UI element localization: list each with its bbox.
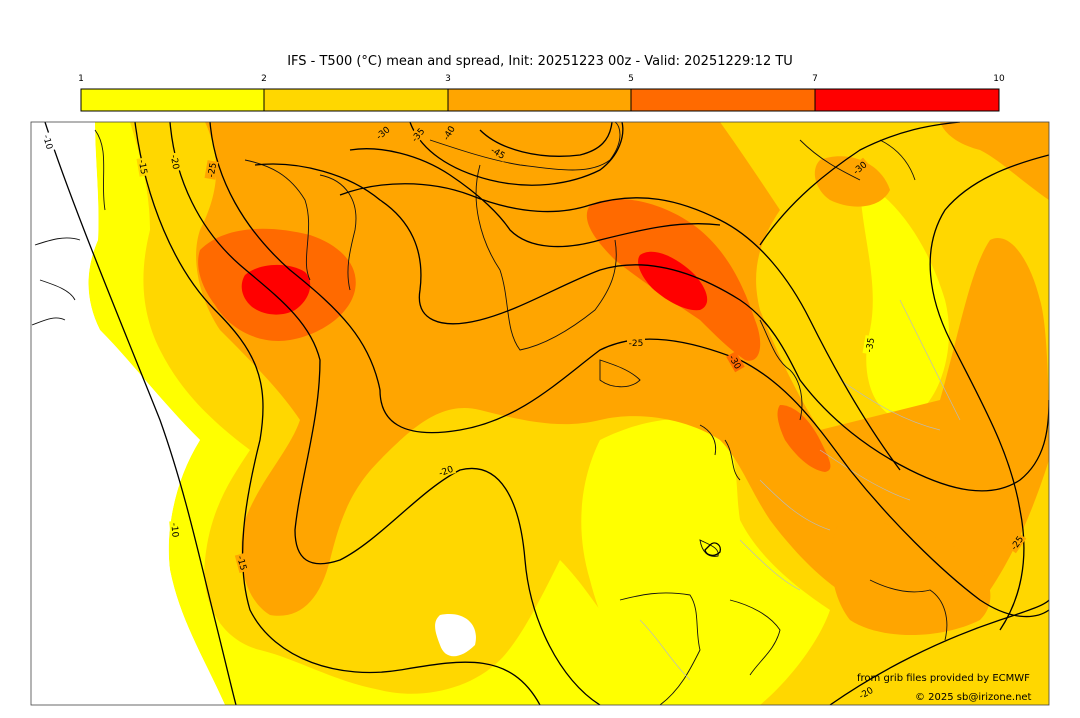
svg-text:-15: -15 bbox=[136, 159, 148, 175]
no-spread-area bbox=[435, 614, 476, 657]
colorbar-tick-label: 10 bbox=[993, 74, 1005, 84]
contour-label: -25 bbox=[627, 337, 645, 349]
colorbar-segment bbox=[630, 88, 816, 112]
coastlines bbox=[31, 122, 948, 705]
spread-band-7-10 bbox=[241, 264, 311, 315]
spread-band-1-2 bbox=[581, 419, 830, 705]
copyright-credit: © 2025 sb@irizone.net bbox=[915, 692, 1032, 703]
spread-band-3-5 bbox=[940, 122, 1049, 200]
colorbar-segment bbox=[263, 88, 449, 112]
colorbar-tick-label: 5 bbox=[628, 74, 634, 84]
contour-label: -10 bbox=[40, 131, 57, 152]
contour-label: -20 bbox=[168, 152, 183, 172]
data-source-credit: from grib files provided by ECMWF bbox=[857, 673, 1030, 684]
colorbar-tick-label: 7 bbox=[812, 74, 818, 84]
svg-text:-10: -10 bbox=[40, 134, 54, 151]
spread-band-3-5 bbox=[196, 122, 1049, 616]
colorbar: 1 2 3 5 7 10 bbox=[78, 74, 1005, 112]
contour-label: -15 bbox=[234, 552, 251, 573]
svg-text:-20: -20 bbox=[168, 154, 180, 170]
colorbar-tick-label: 2 bbox=[261, 74, 267, 84]
contour-label: -25 bbox=[204, 160, 219, 180]
contour-label: -20 bbox=[435, 462, 457, 480]
svg-text:-20: -20 bbox=[438, 465, 455, 480]
colorbar-segment bbox=[814, 88, 1000, 112]
contour-label: -35 bbox=[862, 335, 877, 355]
svg-text:-25: -25 bbox=[629, 339, 644, 349]
country-borders bbox=[639, 299, 961, 681]
map-title: IFS - T500 (°C) mean and spread, Init: 2… bbox=[287, 54, 793, 69]
contour-label: -10 bbox=[168, 520, 182, 540]
map-border bbox=[30, 121, 1050, 706]
colorbar-tick-label: 1 bbox=[78, 74, 84, 84]
svg-text:-25: -25 bbox=[207, 162, 219, 178]
svg-text:-10: -10 bbox=[168, 522, 179, 538]
spread-band-5-7 bbox=[777, 405, 831, 472]
colorbar-segment bbox=[447, 88, 632, 112]
spread-band-1-2 bbox=[860, 180, 949, 420]
temperature-contours bbox=[44, 122, 1049, 705]
no-spread-area bbox=[31, 122, 225, 705]
svg-text:-15: -15 bbox=[234, 555, 247, 572]
svg-text:-35: -35 bbox=[865, 337, 877, 353]
colorbar-segment bbox=[80, 88, 265, 112]
spread-band-3-5 bbox=[831, 520, 991, 635]
contour-label: -15 bbox=[136, 157, 151, 177]
colorbar-tick-label: 3 bbox=[445, 74, 451, 84]
